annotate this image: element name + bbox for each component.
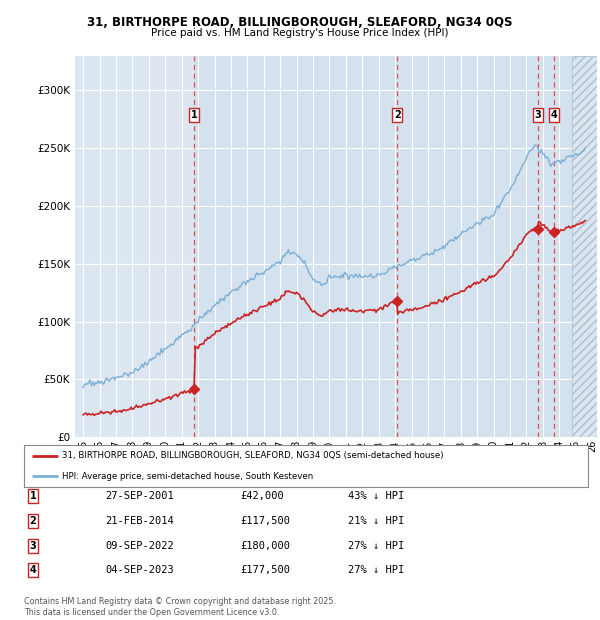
Text: 21% ↓ HPI: 21% ↓ HPI <box>348 516 404 526</box>
Text: 09-SEP-2022: 09-SEP-2022 <box>105 541 174 551</box>
Text: HPI: Average price, semi-detached house, South Kesteven: HPI: Average price, semi-detached house,… <box>62 472 314 480</box>
Text: 27% ↓ HPI: 27% ↓ HPI <box>348 541 404 551</box>
Text: £42,000: £42,000 <box>240 491 284 501</box>
Text: 31, BIRTHORPE ROAD, BILLINGBOROUGH, SLEAFORD, NG34 0QS (semi-detached house): 31, BIRTHORPE ROAD, BILLINGBOROUGH, SLEA… <box>62 451 444 461</box>
Text: 27% ↓ HPI: 27% ↓ HPI <box>348 565 404 575</box>
Text: 4: 4 <box>550 110 557 120</box>
Text: Contains HM Land Registry data © Crown copyright and database right 2025.
This d: Contains HM Land Registry data © Crown c… <box>24 598 336 617</box>
Text: 3: 3 <box>29 541 37 551</box>
Text: 21-FEB-2014: 21-FEB-2014 <box>105 516 174 526</box>
Bar <box>194 56 572 437</box>
Text: 27-SEP-2001: 27-SEP-2001 <box>105 491 174 501</box>
Text: 1: 1 <box>29 491 37 501</box>
Text: £180,000: £180,000 <box>240 541 290 551</box>
Text: £177,500: £177,500 <box>240 565 290 575</box>
Text: 2: 2 <box>29 516 37 526</box>
Text: 3: 3 <box>535 110 541 120</box>
Text: 04-SEP-2023: 04-SEP-2023 <box>105 565 174 575</box>
Bar <box>572 56 597 437</box>
Text: £117,500: £117,500 <box>240 516 290 526</box>
Text: 31, BIRTHORPE ROAD, BILLINGBOROUGH, SLEAFORD, NG34 0QS: 31, BIRTHORPE ROAD, BILLINGBOROUGH, SLEA… <box>87 16 513 29</box>
Text: Price paid vs. HM Land Registry's House Price Index (HPI): Price paid vs. HM Land Registry's House … <box>151 28 449 38</box>
Text: 43% ↓ HPI: 43% ↓ HPI <box>348 491 404 501</box>
Text: 4: 4 <box>29 565 37 575</box>
Text: 1: 1 <box>191 110 197 120</box>
Text: 2: 2 <box>394 110 401 120</box>
